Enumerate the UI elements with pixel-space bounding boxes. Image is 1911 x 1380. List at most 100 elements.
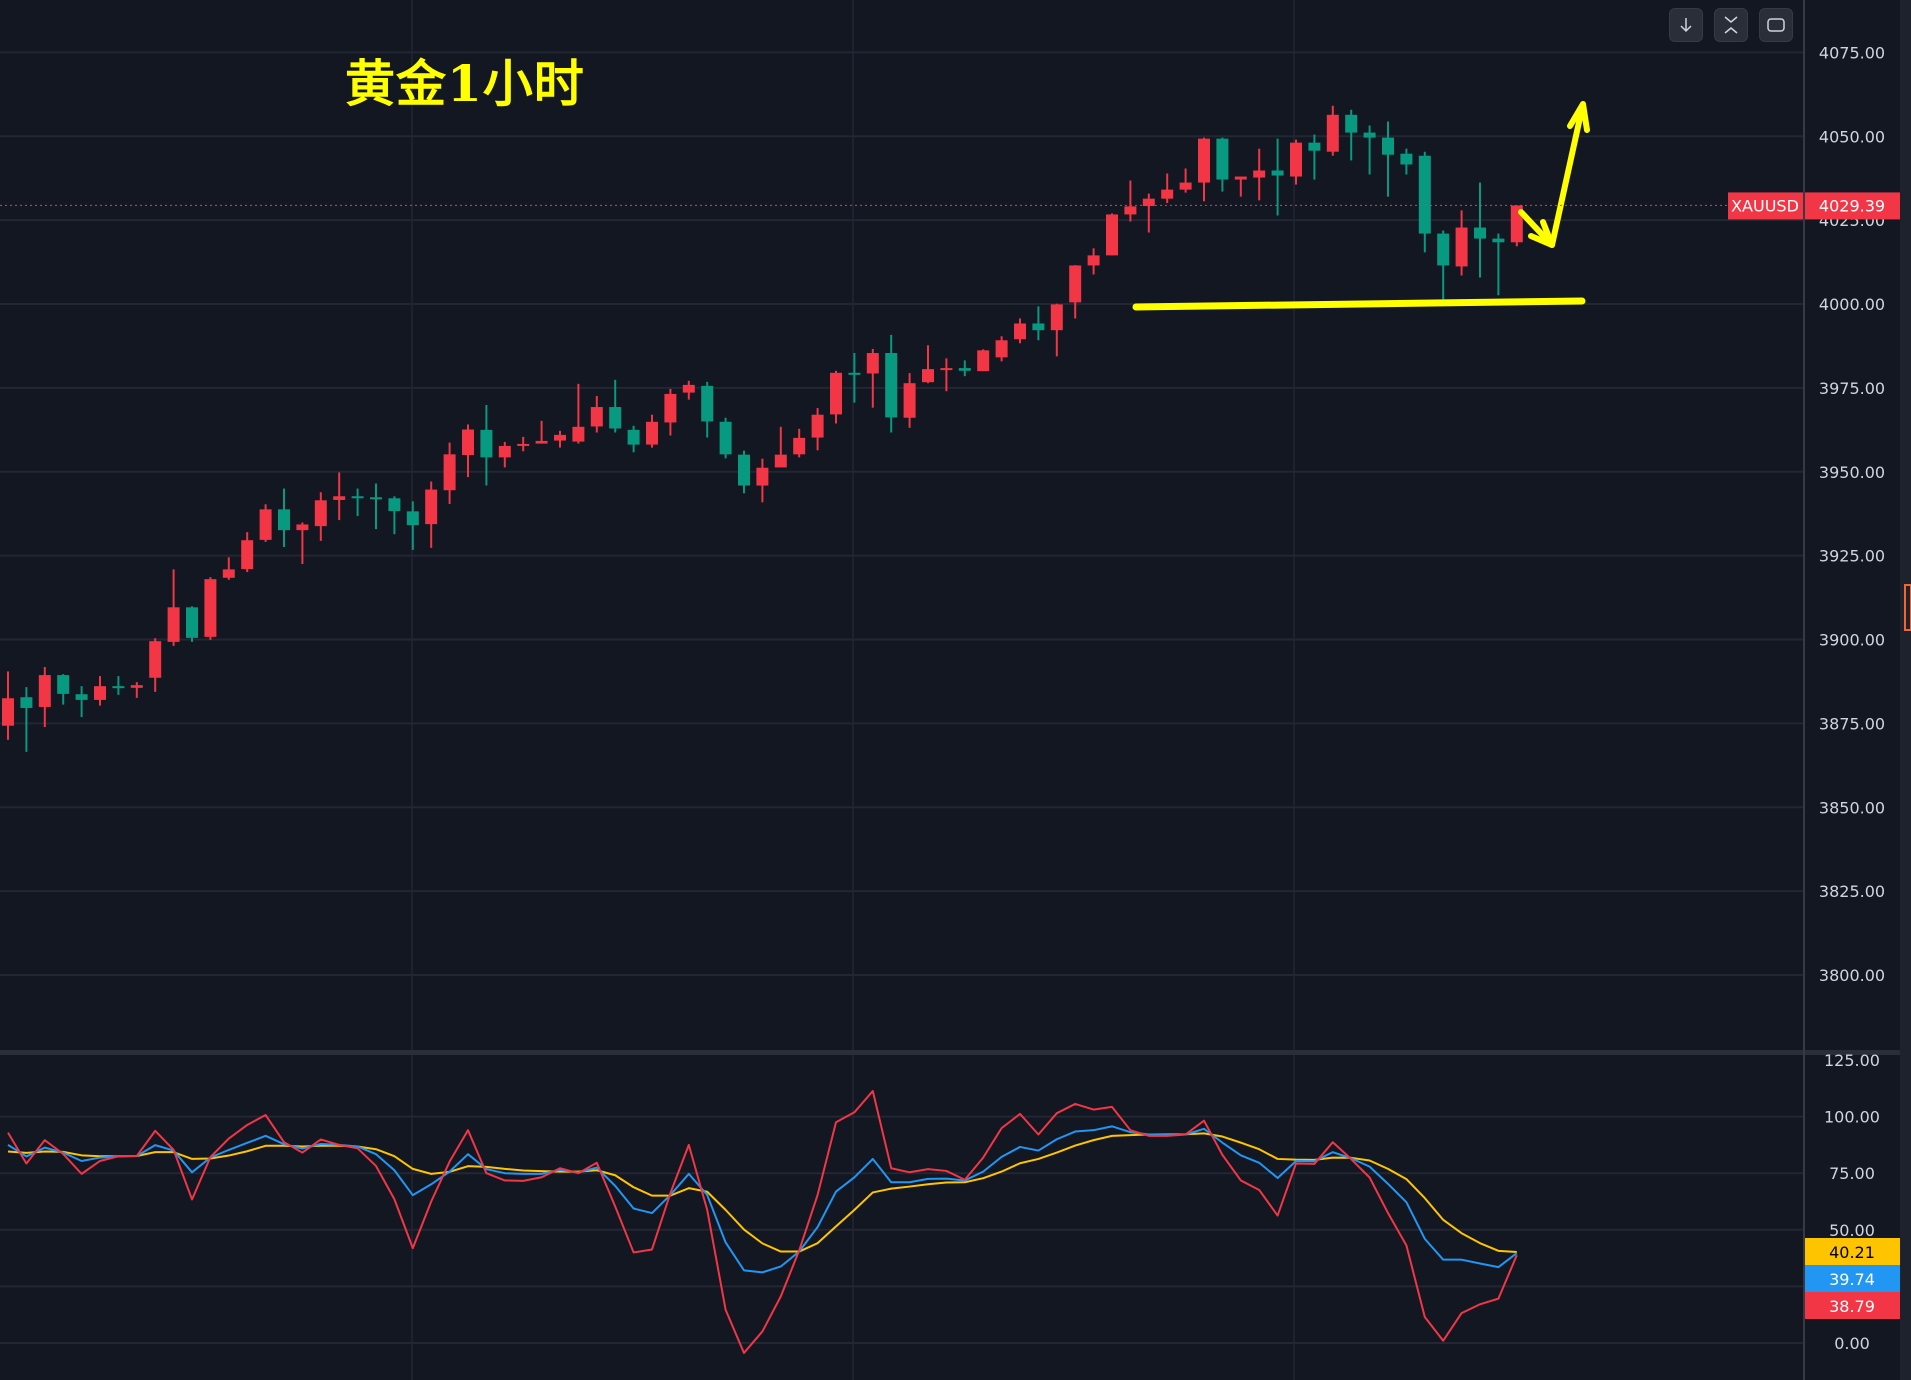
candle <box>1050 303 1063 357</box>
candle <box>701 381 714 438</box>
candle <box>222 557 235 580</box>
scroll-to-latest-button[interactable] <box>1669 8 1703 42</box>
candle-body <box>480 429 493 458</box>
candle-body <box>903 383 916 418</box>
indicator-axis[interactable]: 125.00 100.00 75.00 50.00 0.00 <box>1824 1051 1880 1353</box>
candle <box>388 496 401 535</box>
support-line[interactable] <box>1132 297 1586 311</box>
candle-body <box>1382 137 1394 155</box>
price-tick-label: 3925.00 <box>1819 547 1885 566</box>
candle-body <box>278 509 290 531</box>
candle <box>866 348 879 408</box>
candle <box>1290 139 1302 185</box>
candle-body <box>94 686 106 700</box>
candle <box>517 436 530 452</box>
candle-body <box>241 540 254 570</box>
candle-body <box>1106 214 1118 256</box>
indicator-lines <box>7 1090 1518 1354</box>
candle <box>1345 109 1358 161</box>
candle <box>1474 182 1486 278</box>
candle-body <box>940 368 953 371</box>
candle <box>682 380 695 400</box>
candle-body <box>590 407 603 427</box>
fullscreen-icon <box>1767 18 1785 32</box>
candle <box>977 349 990 372</box>
candle-body <box>830 372 842 415</box>
candle <box>370 483 382 530</box>
candle <box>1106 213 1118 256</box>
candle <box>535 420 548 444</box>
candle-body <box>38 675 51 707</box>
maximize-pane-button[interactable] <box>1759 8 1793 42</box>
candle <box>1198 137 1210 202</box>
candle <box>498 441 511 468</box>
indicator-value-box <box>1805 1292 1900 1319</box>
candle <box>903 373 916 428</box>
indicator-tick-label: 125.00 <box>1824 1051 1880 1070</box>
candle <box>1400 148 1413 175</box>
candle-body <box>167 607 180 642</box>
pane-separator[interactable] <box>0 1050 1911 1055</box>
symbol-label-box <box>1728 192 1803 220</box>
candle-body <box>1418 155 1431 234</box>
price-axis-border <box>1803 0 1805 1380</box>
price-tick-label: 4000.00 <box>1819 295 1885 314</box>
candle-body <box>370 497 382 500</box>
indicator-value-label: 38.79 <box>1829 1297 1875 1316</box>
right-scroll-strip[interactable] <box>1900 0 1911 1380</box>
candle <box>1363 125 1376 175</box>
candle <box>20 687 33 752</box>
candle <box>554 430 566 448</box>
candle-body <box>333 496 346 500</box>
candle-body <box>1087 255 1100 266</box>
price-tick-label: 3800.00 <box>1819 966 1885 985</box>
candle <box>314 492 327 541</box>
candle <box>1087 248 1100 275</box>
grid <box>0 0 1803 1380</box>
indicator-value-box <box>1805 1265 1900 1292</box>
candle-body <box>351 496 364 499</box>
price-tick-label: 3900.00 <box>1819 631 1885 650</box>
chart-title: 黄金1小时 <box>345 54 585 113</box>
candle-body <box>149 641 162 678</box>
candle <box>241 532 254 573</box>
collapse-pane-button[interactable] <box>1714 8 1748 42</box>
candle-body <box>738 454 750 486</box>
candle <box>130 682 143 698</box>
candle <box>480 405 493 486</box>
up-arrow-icon[interactable] <box>1549 101 1590 248</box>
candle <box>1032 306 1045 341</box>
candle-body <box>259 509 272 540</box>
candle-body <box>1161 189 1174 199</box>
candle <box>995 336 1008 362</box>
price-axis[interactable]: 4075.004050.004025.004000.003975.003950.… <box>1819 43 1885 985</box>
indicator-series-1 <box>7 1125 1518 1274</box>
candle-body <box>1400 153 1413 165</box>
collapse-icon <box>1724 16 1738 34</box>
candle-body <box>958 368 971 371</box>
candle <box>1418 151 1431 253</box>
indicator-series-2 <box>7 1090 1518 1354</box>
candle-body <box>1069 265 1082 303</box>
candle <box>793 428 806 458</box>
candle-body <box>995 340 1008 358</box>
candle-body <box>572 426 585 442</box>
candle-body <box>811 414 824 438</box>
candle-body <box>646 421 658 445</box>
candle <box>1308 134 1321 180</box>
candle-body <box>977 350 990 372</box>
candle-body <box>682 384 695 393</box>
candle <box>425 481 438 548</box>
candle-body <box>1308 142 1321 151</box>
indicator-value-label: 40.21 <box>1829 1243 1875 1262</box>
last-price-label: 4029.39 <box>1819 196 1885 215</box>
candle-body <box>848 372 861 375</box>
candle-body <box>498 445 511 458</box>
candle <box>1326 105 1339 156</box>
candle <box>1437 230 1450 300</box>
candle <box>1179 168 1192 193</box>
candle <box>738 450 750 494</box>
scroll-handle[interactable] <box>1904 584 1911 631</box>
candle-body <box>1234 176 1247 180</box>
